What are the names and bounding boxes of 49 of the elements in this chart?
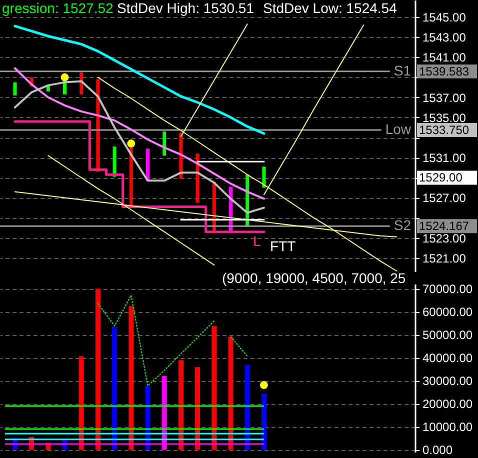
y-tick-label: 1537.00 bbox=[422, 90, 466, 105]
annotation: FTT bbox=[270, 238, 296, 254]
bar bbox=[128, 306, 134, 450]
y-tick-label: 60000.00 bbox=[422, 305, 473, 320]
bar bbox=[261, 394, 266, 450]
annotation: (9000, 19000, 4500, 7000, 25 bbox=[222, 270, 406, 286]
annotation: StdDev High: 1530.51 bbox=[117, 0, 254, 16]
ref-line-label: Low bbox=[385, 120, 412, 137]
bar bbox=[13, 82, 17, 96]
bar bbox=[146, 148, 150, 181]
text: 1533.750 bbox=[419, 122, 470, 137]
y-tick-label: 1531.00 bbox=[422, 151, 466, 166]
y-tick-label: 50000.00 bbox=[422, 328, 473, 342]
y-tick-label: 70000.00 bbox=[422, 282, 473, 296]
y-tick-label: 1535.00 bbox=[422, 110, 466, 125]
ref-line-label: S2 bbox=[394, 217, 412, 234]
text: 1529.00 bbox=[419, 170, 463, 185]
text: 1524.167 bbox=[419, 219, 470, 234]
y-tick-label: 30000.00 bbox=[422, 374, 473, 388]
bar bbox=[195, 367, 200, 450]
y-tick-label: 1521.00 bbox=[422, 251, 466, 266]
y-tick-label: 1545.00 bbox=[422, 10, 466, 25]
y-tick-label: 1527.00 bbox=[422, 191, 466, 206]
bar bbox=[162, 131, 166, 156]
bar bbox=[112, 326, 118, 450]
bar bbox=[244, 365, 250, 450]
y-tick-label: 40000.00 bbox=[422, 351, 473, 366]
bar bbox=[212, 326, 217, 450]
y-tick-label: 1543.00 bbox=[422, 30, 466, 45]
bar bbox=[96, 79, 100, 172]
text: 1539.583 bbox=[419, 64, 470, 78]
annotation: StdDev Low: 1524.54 bbox=[263, 0, 398, 16]
line-series bbox=[97, 294, 215, 386]
y-tick-label: 1523.00 bbox=[422, 231, 466, 246]
line-series bbox=[14, 67, 265, 200]
line-series bbox=[14, 24, 266, 135]
y-tick-label: 0.000 bbox=[422, 443, 453, 458]
bar bbox=[178, 360, 184, 450]
ref-line-label: S1 bbox=[394, 62, 412, 78]
bar bbox=[112, 146, 116, 177]
annotation: L bbox=[253, 233, 261, 249]
bar bbox=[78, 356, 84, 450]
bar bbox=[95, 288, 100, 450]
bar bbox=[262, 166, 266, 188]
y-tick-label: 1541.00 bbox=[422, 50, 466, 65]
annotation: gression: 1527.52 bbox=[2, 0, 114, 16]
bar bbox=[228, 336, 234, 450]
y-tick-label: 20000.00 bbox=[422, 397, 473, 412]
y-tick-label: 10000.00 bbox=[422, 420, 473, 434]
